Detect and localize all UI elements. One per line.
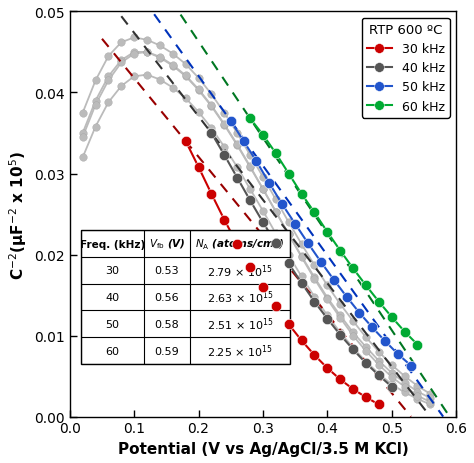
Y-axis label: C$^{-2}$(μF$^{-2}$ x 10$^5$): C$^{-2}$(μF$^{-2}$ x 10$^5$) [7, 150, 28, 279]
X-axis label: Potential (V vs Ag/AgCl/3.5 M KCl): Potential (V vs Ag/AgCl/3.5 M KCl) [118, 441, 408, 456]
Legend: 30 kHz, 40 kHz, 50 kHz, 60 kHz: 30 kHz, 40 kHz, 50 kHz, 60 kHz [362, 19, 450, 119]
